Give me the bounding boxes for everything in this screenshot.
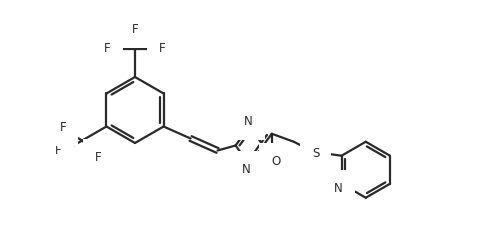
Text: N: N — [244, 115, 253, 128]
Text: S: S — [312, 147, 319, 160]
Text: O: O — [271, 155, 280, 168]
Text: N: N — [334, 182, 343, 195]
Text: F: F — [104, 42, 111, 56]
Text: F: F — [95, 151, 102, 164]
Text: F: F — [59, 121, 66, 134]
Text: N: N — [242, 163, 251, 176]
Text: F: F — [55, 144, 62, 157]
Text: F: F — [132, 24, 138, 37]
Text: F: F — [159, 42, 166, 56]
